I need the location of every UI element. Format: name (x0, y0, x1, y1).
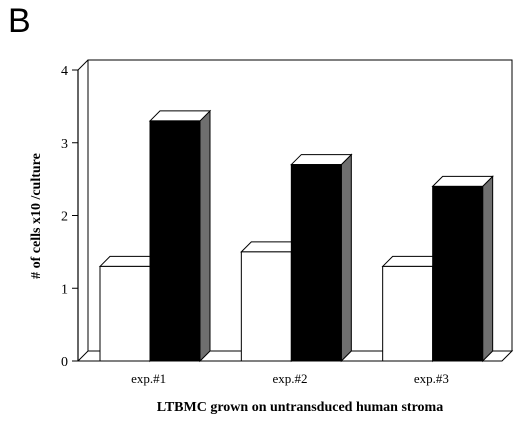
bar (240, 251, 292, 362)
bar-side (340, 153, 352, 363)
bar-side (199, 109, 211, 363)
x-tick-label: exp.#3 (414, 371, 449, 386)
y-tick-label: 3 (61, 137, 68, 152)
y-tick-label: 2 (61, 210, 68, 225)
y-tick-label: 1 (61, 282, 68, 297)
bar-top (148, 110, 212, 122)
x-tick-label: exp.#2 (272, 371, 307, 386)
bar (382, 265, 434, 362)
y-axis-ticks: 0 1 2 3 4 (61, 64, 78, 370)
bar-side (482, 175, 494, 363)
bar (290, 164, 342, 362)
y-tick-label: 4 (61, 64, 68, 79)
bar-top (290, 154, 353, 166)
x-axis-label: LTBMC grown on untransduced human stroma (157, 400, 443, 415)
y-tick-label: 0 (61, 355, 68, 370)
panel-label: B (8, 2, 31, 40)
bar (432, 185, 484, 362)
plot-back-wall (87, 59, 513, 352)
x-axis-ticks: exp.#1 exp.#2 exp.#3 (131, 371, 449, 386)
y-axis-label: # of cells x10 /culture (29, 153, 44, 279)
bar-top (431, 175, 494, 187)
x-tick-label: exp.#1 (131, 371, 166, 386)
bars (98, 109, 494, 363)
bar (149, 120, 201, 362)
axis-corner-line (77, 59, 89, 71)
bar (99, 265, 151, 362)
